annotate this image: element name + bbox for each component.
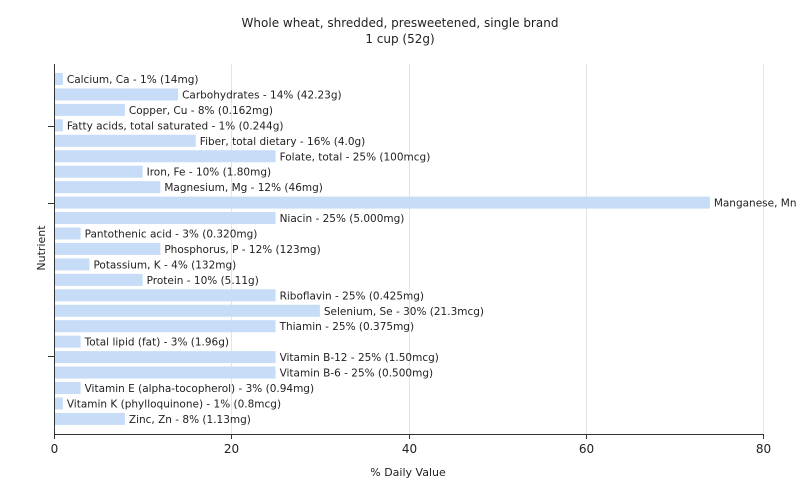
bar: [54, 366, 276, 379]
bar-label: Phosphorus, P - 12% (123mg): [164, 244, 320, 256]
chart-title: Whole wheat, shredded, presweetened, sin…: [241, 16, 559, 30]
bar: [54, 165, 143, 178]
bar-label: Vitamin E (alpha-tocopherol) - 3% (0.94m…: [85, 383, 315, 395]
bar-label: Folate, total - 25% (100mcg): [280, 151, 431, 163]
bar-label: Vitamin B-12 - 25% (1.50mcg): [280, 352, 439, 364]
bar-label: Copper, Cu - 8% (0.162mg): [129, 105, 273, 117]
bar: [54, 134, 196, 147]
bar-label: Protein - 10% (5.11g): [147, 275, 259, 287]
bar: [54, 103, 125, 116]
chart-title-block: Whole wheat, shredded, presweetened, sin…: [0, 15, 800, 47]
bar-layer: [54, 73, 710, 425]
bar: [54, 88, 179, 101]
bar-label: Calcium, Ca - 1% (14mg): [67, 74, 199, 86]
bar-label: Iron, Fe - 10% (1.80mg): [147, 167, 271, 179]
bar: [54, 119, 63, 132]
bar: [54, 412, 125, 425]
bar-label: Selenium, Se - 30% (21.3mcg): [324, 306, 484, 318]
label-layer: Calcium, Ca - 1% (14mg) Carbohydrates - 1…: [67, 74, 800, 426]
bar: [54, 397, 63, 410]
bar-label: Thiamin - 25% (0.375mg): [279, 321, 415, 333]
bar: [54, 73, 63, 85]
x-axis-title: % Daily Value: [370, 466, 446, 479]
bar: [54, 258, 90, 271]
x-tick-label: 0: [51, 442, 59, 456]
bar: [54, 196, 710, 209]
bar-label: Total lipid (fat) - 3% (1.96g): [84, 337, 229, 349]
bar-label: Pantothenic acid - 3% (0.320mg): [85, 229, 258, 241]
bar-label: Fiber, total dietary - 16% (4.0g): [200, 136, 365, 148]
bar-label: Riboflavin - 25% (0.425mg): [280, 290, 424, 302]
bar: [54, 242, 161, 255]
bar: [54, 335, 81, 348]
x-tick-label: 20: [224, 442, 239, 456]
x-tick-label: 80: [756, 442, 771, 456]
chart-subtitle: 1 cup (52g): [365, 32, 435, 46]
bar-label: Carbohydrates - 14% (42.23g): [182, 89, 342, 101]
bar: [54, 181, 161, 194]
bar-label: Zinc, Zn - 8% (1.13mg): [129, 414, 251, 426]
axis-layer: 0 20 40 60 80: [48, 64, 771, 456]
bar-label: Vitamin B-6 - 25% (0.500mg): [280, 368, 434, 380]
bar: [54, 351, 276, 364]
x-tick-label: 60: [579, 442, 594, 456]
x-tick-label: 40: [402, 442, 417, 456]
bar: [54, 320, 276, 333]
bar: [54, 212, 276, 225]
bar-label: Magnesium, Mg - 12% (46mg): [164, 182, 323, 194]
bar-label: Vitamin K (phylloquinone) - 1% (0.8mcg): [67, 398, 281, 410]
bar: [54, 304, 320, 317]
bar: [54, 382, 81, 394]
bar: [54, 227, 81, 240]
bar-label: Niacin - 25% (5.000mg): [280, 213, 405, 225]
bar-label: Fatty acids, total saturated - 1% (0.244…: [67, 120, 284, 132]
bar: [54, 150, 276, 163]
bar: [54, 273, 143, 286]
bar-label: Potassium, K - 4% (132mg): [93, 259, 236, 271]
y-axis-title: Nutrient: [35, 225, 48, 271]
bar-label: Manganese, Mn - 74% (1.483mg): [714, 198, 800, 210]
bar: [54, 289, 276, 302]
